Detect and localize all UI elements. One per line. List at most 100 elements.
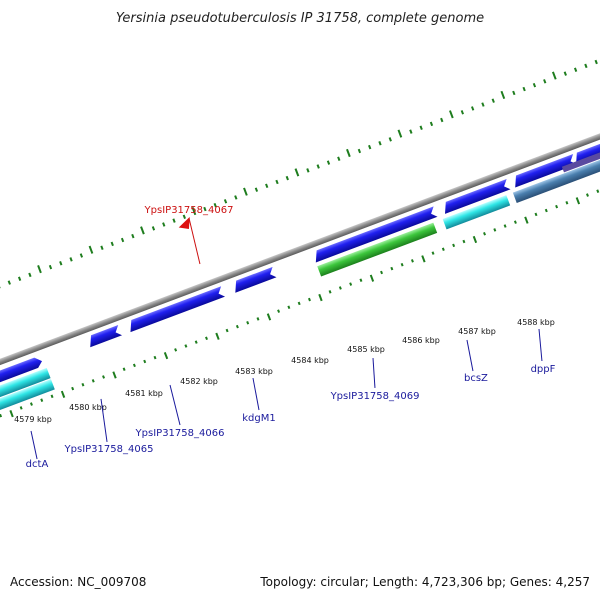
scale-label: 4582 kbp [180, 377, 218, 386]
gc-tick [500, 90, 506, 100]
scale-tick [503, 224, 507, 228]
scale-tick [184, 344, 188, 348]
scale-tick [40, 398, 44, 402]
scale-label: 4585 kbp [347, 345, 385, 354]
scale-tick [277, 309, 281, 313]
gc-tick [306, 168, 310, 173]
gc-tick [285, 175, 289, 181]
scale-tick [380, 270, 384, 275]
gc-tick [388, 137, 392, 142]
cds-forward[interactable] [86, 324, 123, 348]
gc-tick [532, 82, 537, 88]
scale-tick [215, 332, 220, 340]
cds-reverse[interactable] [0, 367, 51, 404]
scale-tick [328, 290, 332, 294]
gc-tick [243, 187, 248, 196]
gc-tick [481, 102, 485, 107]
cds-forward[interactable] [231, 266, 277, 293]
genome-track: 4579 kbp 4580 kbp 4581 kbp 4582 kbp 4583 kbp… [0, 59, 600, 470]
feature-marker[interactable] [177, 216, 194, 232]
cds-forward[interactable] [0, 355, 44, 391]
gene-label[interactable]: YpsIP31758_4067 [144, 205, 234, 216]
scale-tick [256, 317, 260, 321]
cds-reverse[interactable] [0, 379, 55, 415]
gc-tick [59, 261, 63, 266]
scale-tick [431, 251, 435, 255]
scale-tick [524, 216, 529, 224]
scale-tick [338, 286, 342, 290]
gc-tick [378, 141, 382, 146]
gene-leader-line [252, 377, 260, 411]
gene-label[interactable]: kdgM1 [242, 413, 275, 424]
gene-leader-line [169, 384, 181, 426]
cds-forward[interactable] [127, 286, 226, 333]
gene-leader-line [372, 358, 376, 389]
gc-tick [573, 67, 578, 72]
scale-tick [143, 359, 147, 364]
scale-tick [102, 375, 105, 379]
scale-tick [359, 278, 363, 282]
gene-label[interactable]: dctA [26, 459, 49, 470]
cds-forward[interactable] [312, 206, 438, 263]
scale-tick [112, 371, 117, 379]
scale-tick [596, 189, 600, 193]
scale-tick [308, 297, 311, 302]
cds-forward[interactable] [511, 153, 577, 188]
gc-tick [69, 257, 73, 262]
cds-forward[interactable] [441, 178, 511, 214]
gene-label[interactable]: YpsIP31758_4066 [135, 428, 225, 439]
scale-labels: 4579 kbp 4580 kbp 4581 kbp 4582 kbp 4583 kbp… [14, 318, 555, 424]
gc-tick [522, 86, 526, 92]
gc-tick [440, 117, 444, 123]
gc-tick [471, 106, 475, 111]
scale-tick [235, 324, 239, 329]
gc-tick [265, 183, 269, 189]
gene-leader-line [30, 430, 38, 460]
scale-tick [441, 247, 445, 252]
cds-reverse[interactable] [442, 195, 511, 230]
gc-tick [294, 168, 300, 177]
scale-tick [9, 410, 14, 418]
scale-tick [266, 313, 272, 321]
scale-tick [349, 282, 353, 286]
genome-summary-text: Topology: circular; Length: 4,723,306 bp… [259, 575, 590, 589]
scale-tick [122, 367, 126, 371]
gc-tick [429, 121, 434, 127]
gc-tick [110, 241, 114, 247]
gc-tick [543, 79, 547, 84]
accession-text: Accession: NC_009708 [10, 575, 146, 589]
cds-reverse[interactable] [317, 222, 438, 277]
scale-tick [287, 305, 291, 310]
gene-labels: YpsIP31758_4067 dctA YpsIP31758_4065 YpsIP3… [26, 205, 556, 470]
scale-label: 4583 kbp [235, 367, 273, 376]
scale-tick [91, 379, 95, 383]
gc-tick [203, 206, 207, 212]
scale-label: 4581 kbp [125, 389, 163, 398]
outer-gc-ticks [0, 59, 598, 289]
reverse-strand-genes [0, 136, 600, 415]
scale-label: 4584 kbp [291, 356, 329, 365]
scale-tick [163, 351, 169, 360]
gene-label[interactable]: YpsIP31758_4065 [64, 444, 154, 455]
scale-tick [194, 340, 198, 344]
gc-tick [79, 253, 84, 258]
gene-label[interactable]: bcsZ [464, 373, 488, 384]
scale-tick [493, 228, 497, 232]
gene-label[interactable]: dppF [531, 364, 556, 375]
gc-tick [213, 202, 217, 208]
cds-reverse[interactable] [561, 149, 600, 173]
scale-tick [246, 321, 250, 325]
gene-label[interactable]: YpsIP31758_4069 [330, 391, 420, 402]
gc-tick [551, 71, 557, 80]
scale-tick [132, 363, 136, 368]
scale-tick [0, 413, 3, 418]
cds-reverse[interactable] [512, 136, 600, 203]
gc-tick [594, 59, 598, 65]
gene-leader-line [466, 339, 474, 372]
scale-label: 4586 kbp [402, 336, 440, 345]
scale-label: 4579 kbp [14, 415, 52, 424]
scale-label: 4588 kbp [517, 318, 555, 327]
gc-tick [151, 226, 156, 231]
gc-tick [275, 179, 279, 185]
